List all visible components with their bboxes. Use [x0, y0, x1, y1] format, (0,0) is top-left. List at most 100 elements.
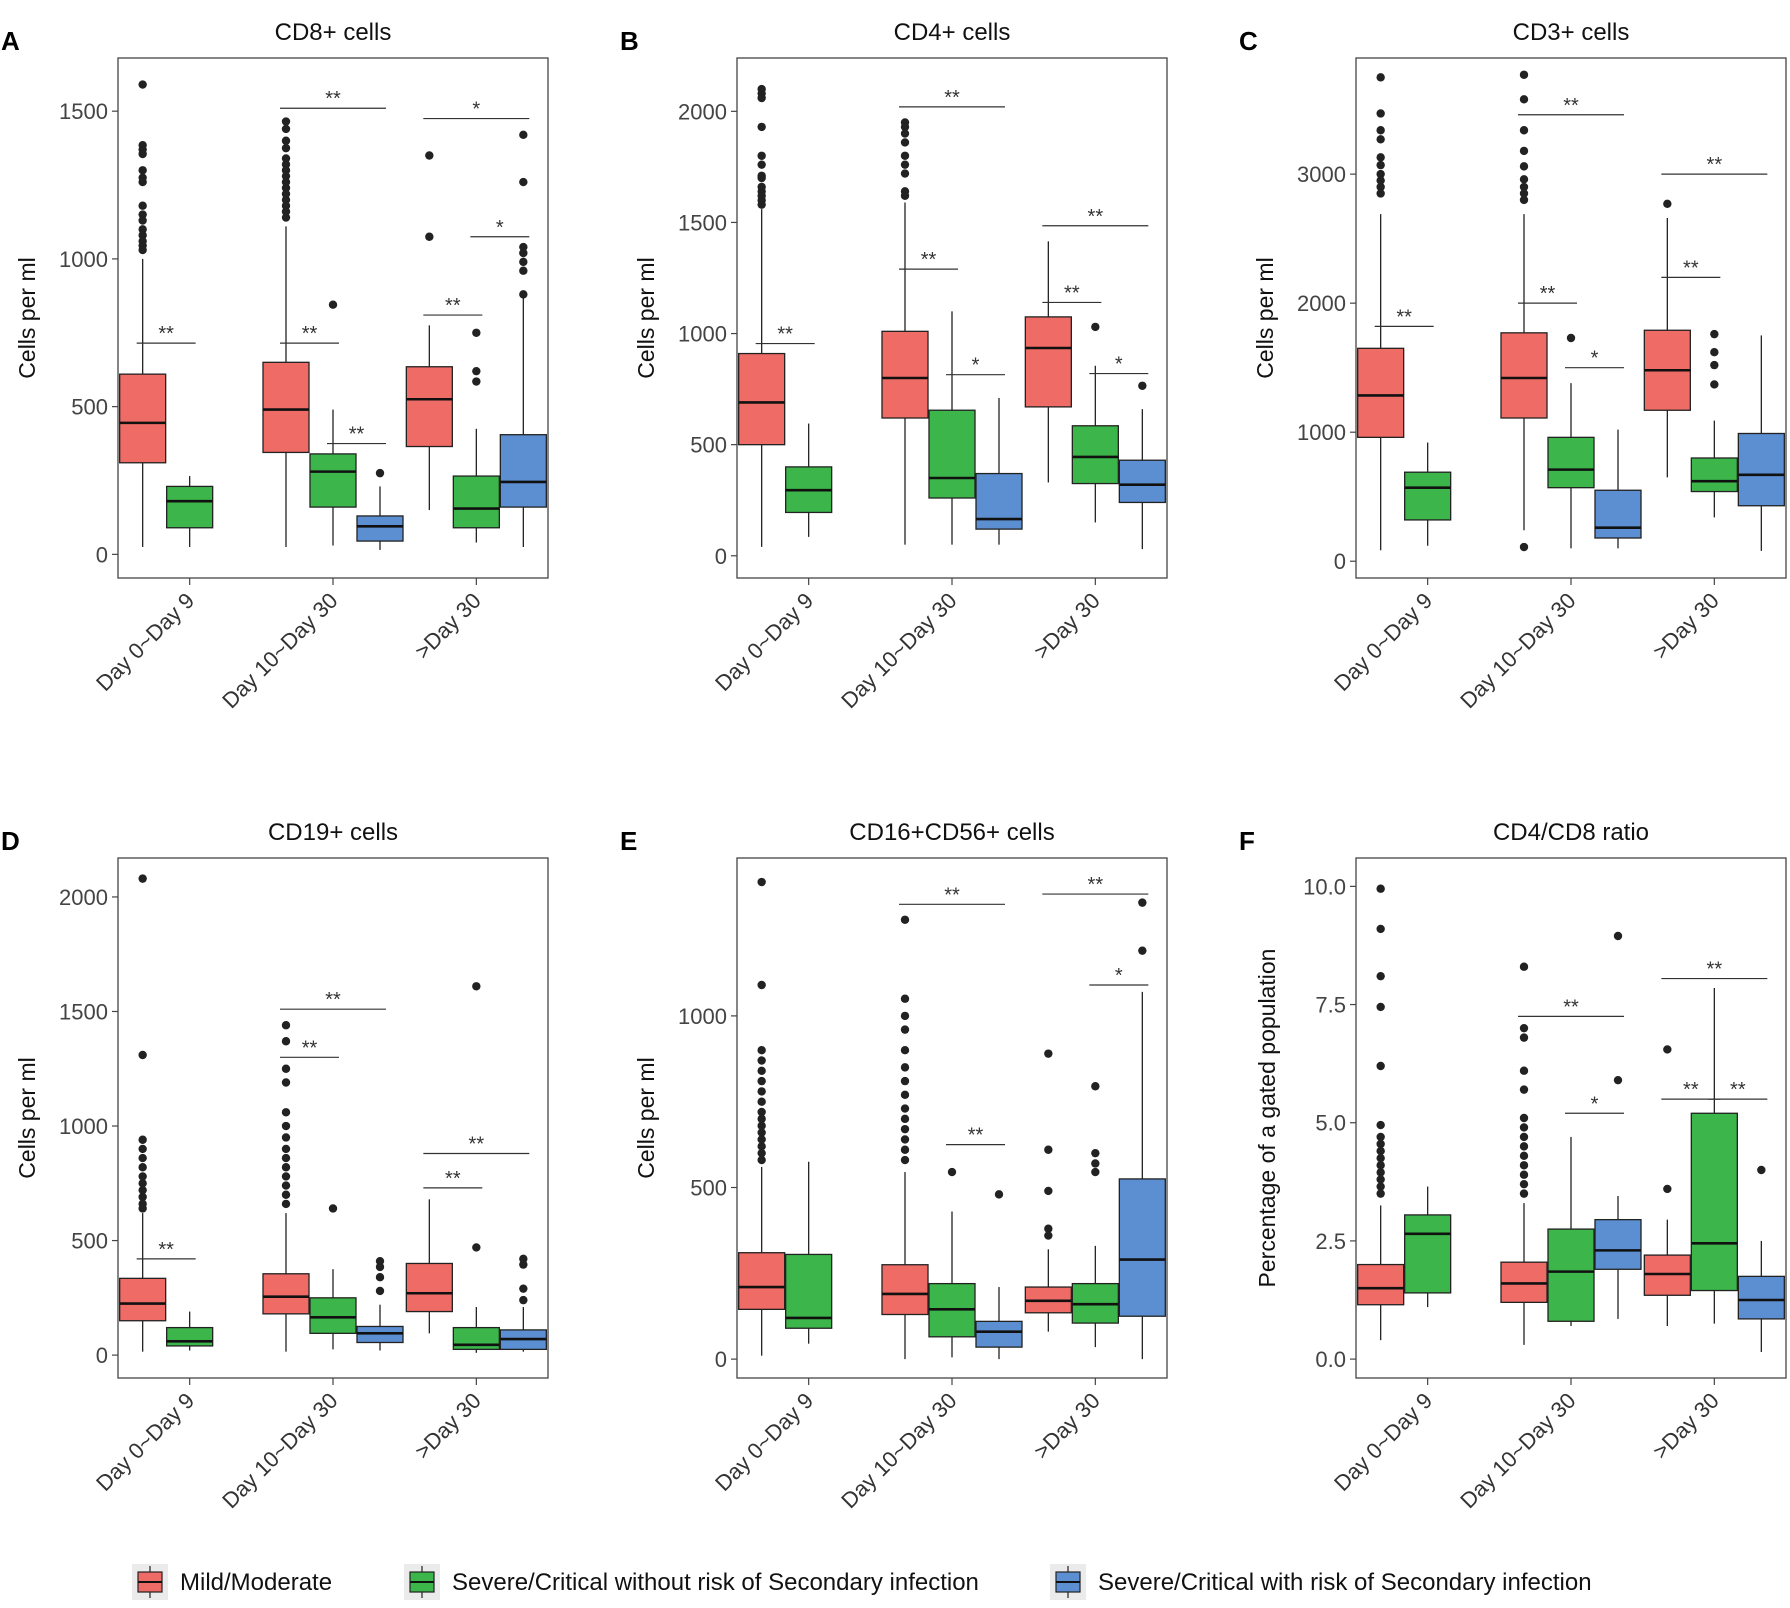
outlier-point [1376, 135, 1385, 144]
significance-label: ** [158, 323, 174, 345]
x-tick-label: Day 0~Day 9 [710, 1388, 818, 1496]
outlier-point [1710, 329, 1719, 339]
box-severe_no_risk [309, 1204, 357, 1350]
significance-label: * [1591, 348, 1599, 370]
outlier-point [900, 1063, 910, 1072]
significance-label: ** [777, 324, 793, 346]
box-severe_no_risk [1404, 1186, 1452, 1308]
outlier-point [281, 1172, 291, 1181]
outlier-point [375, 1273, 385, 1282]
outlier-point [1376, 176, 1385, 185]
significance-label: * [972, 355, 980, 377]
outlier-point [472, 328, 481, 337]
outlier-point [757, 151, 766, 160]
outlier-point [281, 213, 291, 222]
y-tick-label: 1500 [59, 99, 108, 124]
y-tick-label: 1500 [678, 210, 727, 235]
outlier-point [900, 169, 910, 178]
outlier-point [900, 138, 910, 147]
panel-title: CD4/CD8 ratio [1493, 819, 1649, 846]
outlier-point [1044, 1231, 1053, 1240]
x-tick-label: >Day 30 [410, 1388, 486, 1464]
x-tick-label: Day 10~Day 30 [836, 1388, 961, 1513]
outlier-point [1376, 1161, 1385, 1170]
box-iqr [1594, 1218, 1642, 1270]
x-tick-label: Day 10~Day 30 [1455, 588, 1580, 713]
outlier-point [1519, 1123, 1529, 1132]
outlier-point [1376, 189, 1385, 198]
outlier-point [138, 1179, 147, 1188]
y-tick-label: 0 [1334, 549, 1346, 574]
outlier-point [138, 245, 147, 255]
outlier-point [900, 1114, 910, 1124]
outlier-point [1519, 162, 1529, 171]
outlier-point [757, 1148, 766, 1158]
y-tick-label: 2000 [1297, 291, 1346, 316]
outlier-point [1519, 962, 1529, 971]
x-tick-label: Day 10~Day 30 [217, 588, 342, 713]
significance-label: ** [1683, 257, 1699, 279]
box-severe_risk [1594, 429, 1642, 549]
outlier-point [1376, 924, 1385, 934]
outlier-point [281, 207, 291, 216]
outlier-point [757, 1076, 766, 1086]
legend: Mild/Moderate Severe/Critical without ris… [132, 1564, 1592, 1600]
significance-label: ** [302, 1037, 318, 1059]
legend-label: Severe/Critical with risk of Secondary i… [1098, 1569, 1592, 1596]
box-severe_risk [1737, 335, 1785, 551]
outlier-point [1519, 70, 1529, 79]
outlier-point [900, 1025, 910, 1034]
box-mild [1357, 884, 1405, 1341]
significance-label: ** [445, 295, 461, 317]
outlier-point [900, 915, 910, 924]
box-iqr [881, 330, 929, 419]
outlier-point [900, 1046, 910, 1055]
outlier-point [1091, 1148, 1100, 1158]
box-mild [405, 1199, 453, 1334]
box-severe_no_risk [785, 423, 833, 537]
outlier-point [138, 1163, 147, 1172]
outlier-point [138, 216, 147, 225]
outlier-point [425, 232, 434, 241]
outlier-point [1519, 175, 1529, 184]
outlier-point [519, 266, 528, 275]
box-iqr [1118, 1178, 1166, 1317]
outlier-point [138, 80, 147, 89]
box-mild [881, 915, 929, 1360]
outlier-point [757, 93, 766, 103]
x-tick-label: Day 10~Day 30 [836, 588, 961, 713]
box-iqr [166, 485, 214, 529]
box-iqr [309, 453, 357, 508]
outlier-point [757, 1056, 766, 1065]
box-iqr [405, 1262, 453, 1313]
outlier-point [281, 171, 291, 181]
outlier-point [757, 877, 766, 887]
outlier-point [1376, 1189, 1385, 1198]
outlier-point [281, 1108, 291, 1117]
outlier-point [1519, 542, 1529, 552]
outlier-point [1376, 1002, 1385, 1012]
outlier-point [138, 1204, 147, 1213]
outlier-point [281, 1037, 291, 1046]
x-tick-label: Day 10~Day 30 [1455, 1388, 1580, 1513]
outlier-point [900, 1090, 910, 1100]
legend-item-mild: Mild/Moderate [132, 1564, 332, 1600]
outlier-point [281, 1021, 291, 1030]
box-severe_no_risk [1404, 442, 1452, 546]
x-tick-label: >Day 30 [1029, 588, 1105, 664]
outlier-point [757, 1087, 766, 1096]
outlier-point [1519, 1023, 1529, 1033]
y-tick-label: 2.5 [1315, 1229, 1346, 1254]
box-iqr [499, 434, 547, 508]
box-iqr [262, 1273, 310, 1315]
box-iqr [1690, 1112, 1738, 1292]
box-iqr [1024, 316, 1072, 408]
box-severe_no_risk [928, 311, 976, 545]
box-iqr [975, 1320, 1023, 1348]
x-tick-label: Day 10~Day 30 [217, 1388, 342, 1513]
outlier-point [281, 124, 291, 134]
outlier-point [1091, 1159, 1100, 1168]
outlier-point [1663, 199, 1672, 209]
outlier-point [900, 1076, 910, 1086]
box-severe_no_risk [928, 1167, 976, 1358]
